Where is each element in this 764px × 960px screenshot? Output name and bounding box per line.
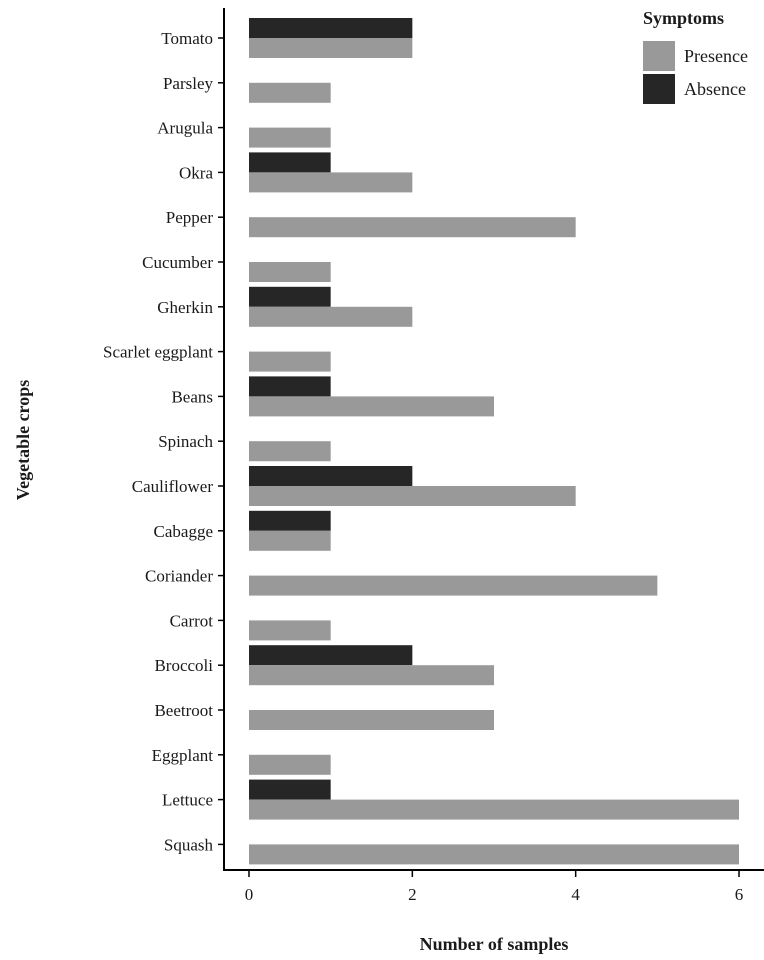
y-tick-label-parsley: Parsley xyxy=(163,74,214,93)
x-ticks: 0 2 4 6 xyxy=(245,870,744,904)
bar-presence-cabagge xyxy=(249,530,331,551)
bar-presence-beans xyxy=(249,396,495,417)
legend-swatch-presence xyxy=(643,41,675,71)
legend-swatch-absence xyxy=(643,74,675,104)
bars-group xyxy=(218,18,740,865)
x-axis-title: Number of samples xyxy=(420,934,569,954)
bar-absence-lettuce xyxy=(249,779,331,800)
bar-presence-eggplant xyxy=(249,754,331,775)
y-tick-label-lettuce: Lettuce xyxy=(162,791,213,810)
bar-absence-tomato xyxy=(249,18,413,38)
y-tick-label-beetroot: Beetroot xyxy=(154,701,213,720)
bar-presence-pepper xyxy=(249,217,576,238)
bar-absence-cabagge xyxy=(249,510,331,531)
y-tick-label-gherkin: Gherkin xyxy=(157,298,213,317)
y-tick-label-beans: Beans xyxy=(171,387,213,406)
y-tick-label-cabagge: Cabagge xyxy=(154,522,213,541)
y-tick-label-okra: Okra xyxy=(179,163,213,182)
bar-presence-arugula xyxy=(249,127,331,148)
y-tick-label-cucumber: Cucumber xyxy=(142,253,213,272)
bar-absence-okra xyxy=(249,152,331,173)
y-tick-label-carrot: Carrot xyxy=(170,611,214,630)
bar-absence-gherkin xyxy=(249,286,331,307)
y-tick-label-spinach: Spinach xyxy=(158,432,213,451)
y-tick-label-eggplant: Eggplant xyxy=(152,746,214,765)
legend-label-presence: Presence xyxy=(684,46,748,66)
bar-presence-cucumber xyxy=(249,262,331,282)
y-tick-label-cauliflower: Cauliflower xyxy=(132,477,214,496)
x-tick-label-0: 0 xyxy=(245,885,254,904)
x-tick-label-6: 6 xyxy=(735,885,744,904)
y-axis-title: Vegetable crops xyxy=(13,380,33,501)
bar-presence-tomato xyxy=(249,38,413,58)
bar-presence-squash xyxy=(249,844,740,865)
y-tick-labels: Tomato Parsley Arugula Okra Pepper Cucumber Gh… xyxy=(103,29,213,854)
bar-presence-spinach xyxy=(249,441,331,462)
bar-presence-okra xyxy=(249,172,413,193)
legend: Symptoms Presence Absence xyxy=(643,8,748,104)
bar-presence-gherkin xyxy=(249,306,413,327)
y-tick-label-tomato: Tomato xyxy=(161,29,213,48)
y-tick-label-pepper: Pepper xyxy=(166,208,214,227)
y-tick-label-scarlet-eggplant: Scarlet eggplant xyxy=(103,343,213,362)
y-tick-label-broccoli: Broccoli xyxy=(154,656,213,675)
y-tick-label-squash: Squash xyxy=(164,835,214,854)
bar-presence-coriander xyxy=(249,575,658,596)
bar-presence-lettuce xyxy=(249,799,740,820)
x-tick-label-2: 2 xyxy=(408,885,417,904)
y-tick-label-arugula: Arugula xyxy=(157,119,213,138)
bar-presence-parsley xyxy=(249,82,331,103)
bar-presence-beetroot xyxy=(249,710,495,730)
bar-absence-broccoli xyxy=(249,645,413,666)
bar-absence-cauliflower xyxy=(249,466,413,486)
x-tick-label-4: 4 xyxy=(571,885,580,904)
bar-absence-beans xyxy=(249,376,331,397)
legend-title: Symptoms xyxy=(643,8,724,28)
bar-presence-broccoli xyxy=(249,665,495,686)
legend-label-absence: Absence xyxy=(684,79,746,99)
bar-presence-scarlet-eggplant xyxy=(249,351,331,372)
bar-presence-cauliflower xyxy=(249,486,576,506)
y-tick-label-coriander: Coriander xyxy=(145,567,213,586)
bar-presence-carrot xyxy=(249,620,331,641)
